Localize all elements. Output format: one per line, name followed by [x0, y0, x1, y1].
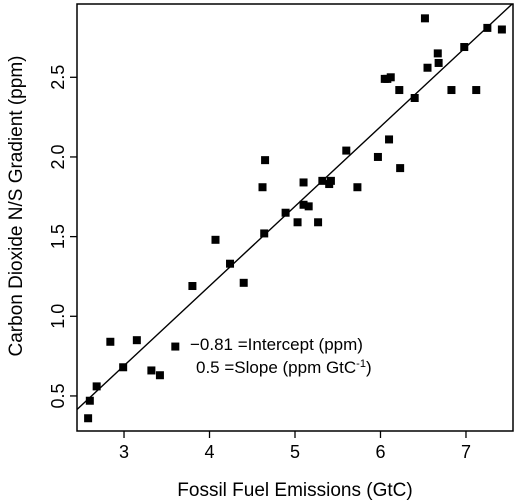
data-point	[106, 337, 115, 346]
data-point	[258, 183, 267, 192]
intercept-annotation: −0.81 =Intercept (ppm)	[190, 335, 363, 354]
data-point	[226, 259, 235, 268]
slope-value: 0.5	[196, 358, 220, 377]
x-tick-label: 3	[119, 442, 129, 462]
x-axis-ticks: 3 4 5 6 7	[119, 431, 471, 462]
x-tick-label: 5	[290, 442, 300, 462]
data-point	[395, 86, 404, 95]
y-tick-label: 0.5	[48, 383, 68, 408]
slope-annotation: 0.5 =Slope (ppm GtC-1)	[196, 358, 372, 377]
data-point	[385, 135, 394, 144]
data-point	[299, 178, 308, 187]
regression-line	[76, 3, 513, 411]
y-tick-label: 2.5	[48, 65, 68, 90]
data-point	[472, 86, 481, 95]
data-point	[483, 23, 492, 32]
data-point	[147, 366, 156, 375]
data-point	[373, 152, 382, 161]
data-point	[239, 278, 248, 287]
x-tick-label: 7	[461, 442, 471, 462]
data-point	[188, 282, 197, 291]
slope-superscript: -1	[356, 358, 366, 370]
data-point	[132, 336, 141, 345]
slope-suffix: )	[366, 358, 372, 377]
data-point	[396, 164, 405, 173]
data-point	[211, 235, 220, 244]
x-tick-label: 6	[375, 442, 385, 462]
data-point	[314, 218, 323, 227]
y-tick-label: 1.5	[48, 224, 68, 249]
data-point	[423, 63, 432, 72]
data-point	[353, 183, 362, 192]
data-point	[420, 14, 429, 23]
x-tick-label: 4	[205, 442, 215, 462]
data-point	[497, 25, 506, 34]
data-point	[460, 43, 469, 52]
data-point	[119, 363, 128, 372]
data-point	[260, 229, 269, 238]
data-point	[434, 58, 443, 67]
data-point	[293, 218, 302, 227]
data-point	[85, 396, 94, 405]
data-point	[84, 414, 93, 423]
data-point	[342, 146, 351, 155]
intercept-value: −0.81	[190, 335, 233, 354]
data-point	[410, 94, 419, 103]
intercept-label: =Intercept (ppm)	[233, 335, 363, 354]
data-point	[155, 371, 164, 380]
y-tick-label: 2.0	[48, 144, 68, 169]
data-point	[92, 382, 101, 391]
data-point	[386, 73, 395, 82]
data-point	[447, 86, 456, 95]
data-point	[318, 176, 327, 185]
data-point	[326, 176, 335, 185]
data-point	[433, 49, 442, 58]
data-point	[299, 200, 308, 209]
slope-label: =Slope (ppm GtC	[220, 358, 357, 377]
data-point	[281, 208, 290, 217]
data-point	[171, 342, 180, 351]
data-points	[84, 14, 506, 423]
data-point	[261, 156, 270, 165]
x-axis-label: Fossil Fuel Emissions (GtC)	[177, 480, 412, 501]
regression-line-group	[76, 3, 513, 411]
data-point	[304, 202, 313, 211]
y-axis-label: Carbon Dioxide N/S Gradient (ppm)	[6, 56, 27, 357]
y-axis-ticks: 0.5 1.0 1.5 2.0 2.5	[48, 65, 77, 408]
y-tick-label: 1.0	[48, 304, 68, 329]
